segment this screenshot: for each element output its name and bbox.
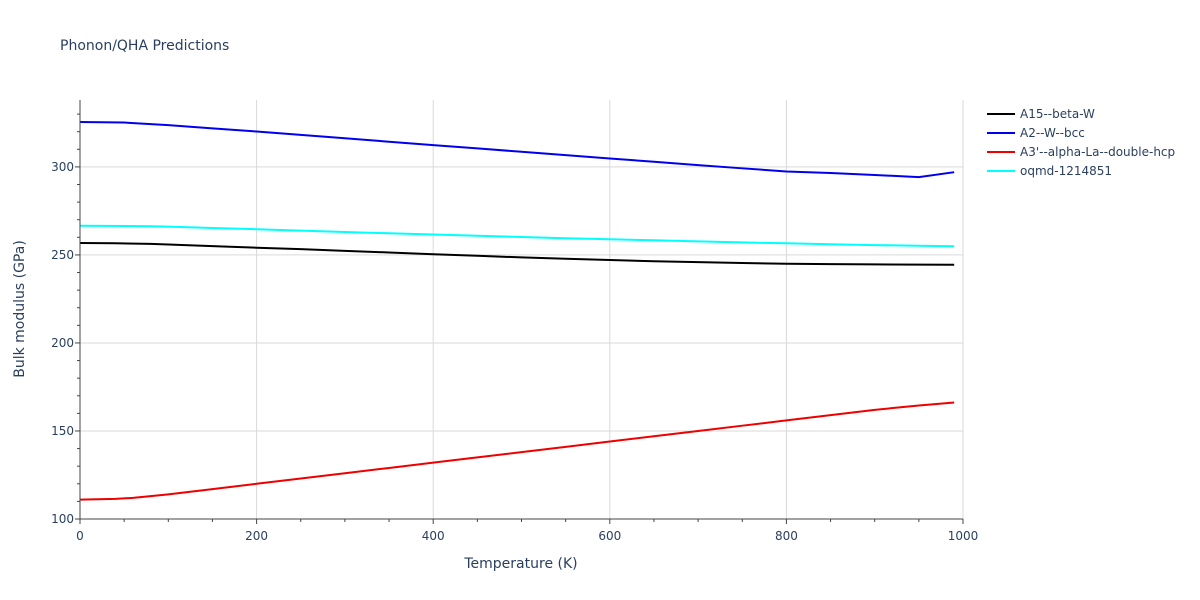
y-tick-label: 100 <box>51 512 74 526</box>
legend: A15--beta-W A2--W--bcc A3'--alpha-La--doub… <box>987 107 1175 178</box>
legend-item-0[interactable]: A15--beta-W <box>987 107 1095 121</box>
y-tick-label: 250 <box>51 248 74 262</box>
legend-label: A2--W--bcc <box>1020 126 1085 140</box>
x-tick-label: 1000 <box>948 529 979 543</box>
chart-title: Phonon/QHA Predictions <box>60 38 229 54</box>
x-tick-label: 200 <box>245 529 268 543</box>
series-line-1 <box>79 121 955 179</box>
x-tick-label: 600 <box>598 529 621 543</box>
legend-label: A15--beta-W <box>1020 107 1095 121</box>
legend-item-2[interactable]: A3'--alpha-La--double-hcp <box>987 145 1175 159</box>
x-tick-label: 400 <box>422 529 445 543</box>
y-tick-label: 150 <box>51 424 74 438</box>
series-line-2 <box>79 401 955 501</box>
grid-layer <box>80 100 964 519</box>
y-axis-title: Bulk modulus (GPa) <box>12 240 28 378</box>
series-line-0 <box>79 241 955 266</box>
series-layer <box>79 121 955 501</box>
axes-layer: 0 200 400 600 800 1000 100 150 200 250 300 <box>51 100 978 543</box>
y-tick-label: 200 <box>51 336 74 350</box>
legend-item-1[interactable]: A2--W--bcc <box>987 126 1085 140</box>
y-tick-label: 300 <box>51 160 74 174</box>
legend-label: A3'--alpha-La--double-hcp <box>1020 145 1175 159</box>
x-axis-title: Temperature (K) <box>463 556 577 572</box>
x-tick-label: 0 <box>76 529 84 543</box>
series-line-3 <box>79 224 955 248</box>
legend-label: oqmd-1214851 <box>1020 164 1112 178</box>
legend-item-3[interactable]: oqmd-1214851 <box>987 164 1112 178</box>
x-tick-label: 800 <box>775 529 798 543</box>
